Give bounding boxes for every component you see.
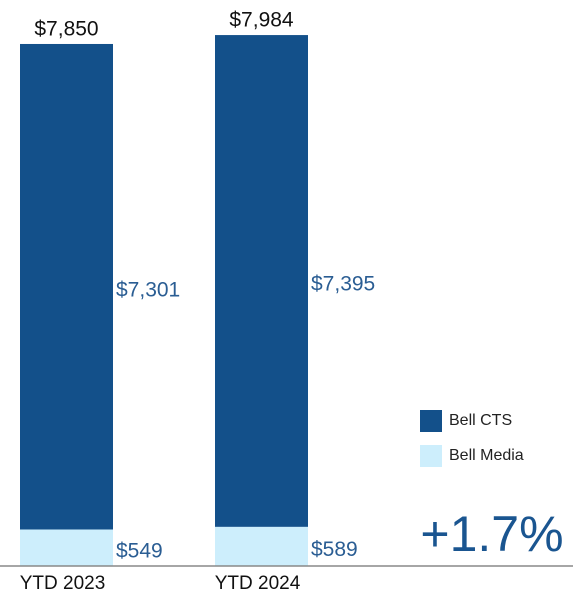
legend-swatch [420, 410, 442, 432]
bar-segment [20, 529, 113, 566]
legend-label: Bell Media [449, 447, 524, 464]
total-label: $7,984 [229, 9, 294, 32]
legend-swatch [420, 445, 442, 467]
bar-segment [215, 526, 308, 566]
total-label: $7,850 [34, 18, 98, 41]
value-label: $7,395 [311, 272, 375, 295]
value-label: $7,301 [116, 278, 180, 301]
x-tick-label: YTD 2024 [215, 573, 301, 594]
x-tick-label: YTD 2023 [20, 573, 106, 594]
value-label: $589 [311, 538, 358, 561]
bar-segment [215, 35, 308, 527]
legend-label: Bell CTS [449, 412, 512, 429]
bar-segment [20, 43, 113, 530]
value-label: $549 [116, 539, 163, 562]
annotation: +1.7% [420, 506, 563, 562]
